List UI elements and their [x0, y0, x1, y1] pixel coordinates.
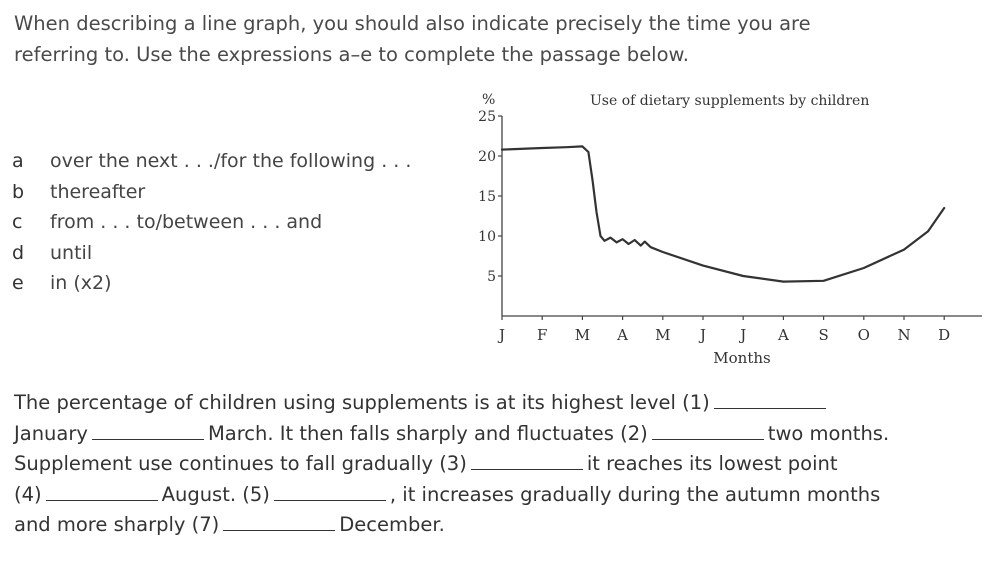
option-text: from . . . to/between . . . and [50, 211, 323, 233]
passage-line-1: The percentage of children using supplem… [14, 388, 889, 419]
y-tick-label: 25 [478, 109, 496, 125]
option-key: e [12, 272, 24, 294]
x-tick-label: J [738, 326, 746, 344]
passage-text: it reaches its lowest point [586, 452, 838, 475]
passage-text: two months. [767, 421, 890, 445]
option-text: over the next . . ./for the following . … [50, 150, 412, 172]
line-chart: Use of dietary supplements by children %… [478, 92, 982, 367]
x-tick-label: J [698, 326, 706, 344]
options-list: a over the next . . ./for the following .… [12, 146, 411, 299]
option-a: a over the next . . ./for the following .… [12, 146, 411, 177]
option-b: b thereafter [12, 177, 411, 208]
instruction-line-2: referring to. Use the expressions a–e to… [14, 43, 689, 66]
option-key: c [12, 211, 23, 233]
passage-text: , it increases gradually during the autu… [389, 482, 881, 506]
option-text: in (x2) [50, 272, 112, 294]
y-tick-label: 20 [478, 149, 496, 165]
passage-text: January [14, 421, 88, 445]
blank-1b[interactable] [91, 419, 204, 440]
passage-text: (4) [14, 482, 42, 506]
x-tick-label: O [858, 326, 870, 344]
passage-line-3: Supplement use continues to fall gradual… [14, 449, 889, 480]
passage-text: August. (5) [161, 482, 270, 506]
x-tick-label: D [938, 326, 950, 344]
x-tick-label: A [777, 326, 789, 344]
x-tick-label: M [655, 326, 670, 344]
instruction-line-1: When describing a line graph, you should… [14, 12, 811, 35]
x-tick-label: F [537, 326, 547, 344]
passage-line-4: (4) August. (5) , it increases gradually d… [14, 480, 889, 511]
blank-3[interactable] [470, 449, 583, 470]
x-tick-label: N [897, 326, 910, 344]
y-tick-label: 15 [478, 189, 496, 205]
x-tick-label: M [575, 326, 590, 344]
passage-text: March. It then falls sharply and fluctua… [207, 421, 648, 445]
option-key: b [12, 180, 25, 203]
option-text: thereafter [50, 180, 146, 203]
y-tick-label: 10 [478, 229, 496, 245]
option-key: a [12, 150, 24, 172]
x-tick-label: A [616, 326, 628, 344]
option-d: d until [12, 238, 411, 269]
blank-5[interactable] [273, 480, 386, 501]
passage-text: The percentage of children using supplem… [14, 391, 710, 414]
y-tick-label: 5 [487, 269, 496, 285]
option-text: until [50, 241, 93, 264]
passage-text: Supplement use continues to fall gradual… [14, 452, 467, 475]
passage-line-2: January March. It then falls sharply and … [14, 419, 889, 450]
passage-line-5: and more sharply (7) December. [14, 510, 889, 541]
option-key: d [12, 241, 25, 264]
passage-text: and more sharply (7) [14, 513, 220, 536]
passage-text: December. [339, 513, 445, 536]
option-e: e in (x2) [12, 268, 411, 299]
blank-4[interactable] [45, 480, 158, 501]
chart-title: Use of dietary supplements by children [590, 93, 869, 109]
blank-1[interactable] [713, 388, 826, 409]
series-line [500, 145, 946, 283]
x-tick-label: J [497, 326, 505, 344]
x-axis-label: Months [713, 349, 770, 367]
instructions: When describing a line graph, you should… [14, 8, 974, 70]
passage: The percentage of children using supplem… [14, 388, 889, 541]
y-axis-label: % [482, 92, 495, 108]
x-tick-label: S [818, 326, 828, 344]
blank-7[interactable] [223, 510, 336, 531]
option-c: c from . . . to/between . . . and [12, 207, 411, 238]
blank-2[interactable] [651, 419, 764, 440]
